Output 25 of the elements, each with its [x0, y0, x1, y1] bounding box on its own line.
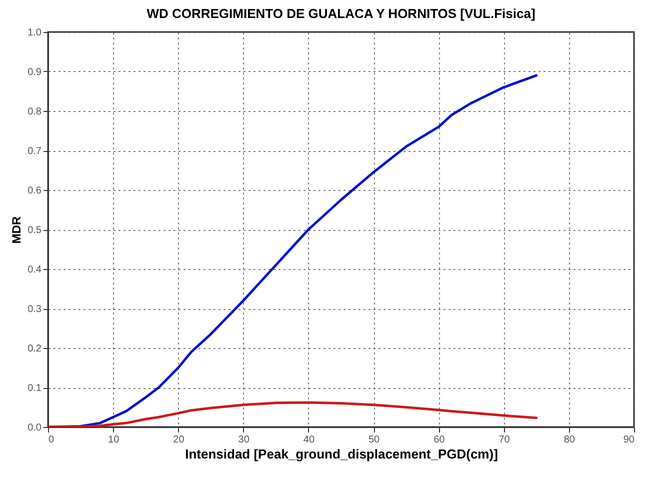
- x-tick-label: 20: [173, 434, 185, 446]
- y-tick-label: 0.3: [28, 304, 42, 315]
- x-tick-label: 40: [303, 434, 315, 446]
- x-axis-title: Intensidad [Peak_ground_displacement_PGD(cm)]: [185, 446, 498, 462]
- y-tick-label: 0.8: [28, 106, 42, 118]
- y-tick-label: 0.5: [28, 225, 42, 236]
- x-tick-label: 50: [368, 434, 380, 446]
- x-tick-label: 70: [498, 434, 510, 446]
- y-axis-title: MDR: [10, 216, 24, 244]
- x-tick-label: 0: [48, 434, 54, 446]
- x-tick-label: 10: [108, 434, 120, 446]
- x-tick-label: 30: [238, 434, 250, 446]
- y-tick-label: 0.2: [28, 344, 42, 354]
- chart-title: WD CORREGIMIENTO DE GUALACA Y HORNITOS [VUL.Fisica]: [146, 6, 536, 21]
- y-tick-label: 0.4: [28, 264, 42, 276]
- x-tick-label: 90: [623, 434, 635, 446]
- y-tick-label: 0.6: [28, 186, 42, 196]
- y-tick-label: 1.0: [28, 28, 42, 38]
- y-tick-label: 0.9: [28, 67, 42, 78]
- line-series: [48, 401, 538, 427]
- y-tick-label: 0.1: [28, 383, 42, 394]
- x-tick-label: 60: [434, 434, 446, 446]
- x-tick-label: 80: [564, 434, 576, 446]
- y-tick-label: 0.7: [28, 146, 42, 157]
- y-tick-label: 0.0: [28, 422, 42, 434]
